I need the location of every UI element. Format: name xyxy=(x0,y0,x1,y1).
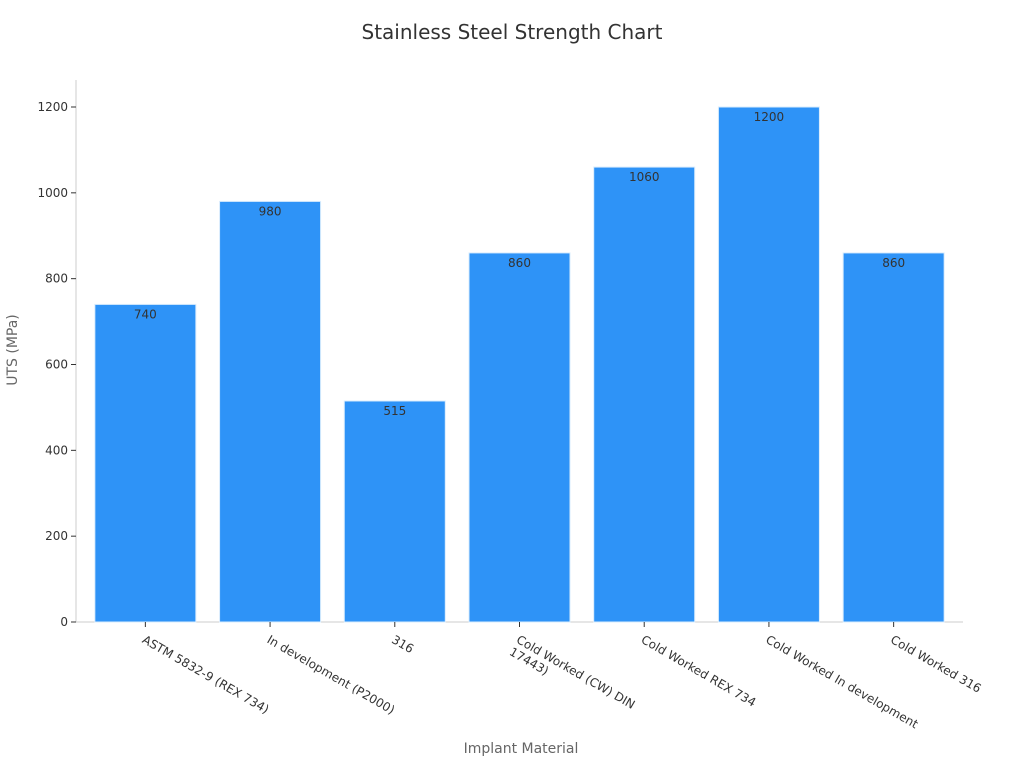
x-tick-label-line: ASTM 5832-9 (REX 734) xyxy=(140,632,272,716)
bar-value-label: 860 xyxy=(508,256,531,270)
bar xyxy=(219,200,322,623)
x-tick-label: Cold Worked 316 xyxy=(888,632,983,695)
chart-title: Stainless Steel Strength Chart xyxy=(361,20,663,44)
x-tick-label: In development (P2000) xyxy=(265,632,398,717)
y-tick-label: 600 xyxy=(45,358,68,372)
bar-value-label: 1060 xyxy=(629,170,660,184)
bar xyxy=(468,252,571,623)
bar-value-label: 860 xyxy=(882,256,905,270)
bar xyxy=(593,166,696,623)
x-tick-label: Cold Worked REX 734 xyxy=(639,632,759,709)
x-tick-label-line: 316 xyxy=(389,632,416,656)
y-tick-label: 0 xyxy=(60,615,68,629)
bar-value-label: 980 xyxy=(259,204,282,218)
y-tick-label: 1000 xyxy=(37,186,68,200)
y-tick-label: 1200 xyxy=(37,100,68,114)
bar xyxy=(343,400,446,623)
x-tick-label-line: Cold Worked 316 xyxy=(888,632,983,695)
y-tick-label: 400 xyxy=(45,443,68,457)
bar xyxy=(842,252,945,623)
x-tick-label-line: Cold Worked (CW) DIN xyxy=(514,632,637,711)
x-tick-label: Cold Worked (CW) DIN17443) xyxy=(507,632,637,723)
bar-value-label: 515 xyxy=(383,404,406,418)
x-tick-label-line: Cold Worked REX 734 xyxy=(639,632,759,709)
y-tick-label: 200 xyxy=(45,529,68,543)
x-axis-label: Implant Material xyxy=(463,741,579,757)
bar-value-label: 740 xyxy=(134,307,157,321)
bar xyxy=(94,303,197,623)
y-tick-label: 800 xyxy=(45,272,68,286)
x-tick-label-line: In development (P2000) xyxy=(265,632,398,717)
x-tick-label: 316 xyxy=(389,632,416,656)
bar-value-label: 1200 xyxy=(754,110,785,124)
x-tick-label: ASTM 5832-9 (REX 734) xyxy=(140,632,272,716)
bar xyxy=(717,106,820,623)
